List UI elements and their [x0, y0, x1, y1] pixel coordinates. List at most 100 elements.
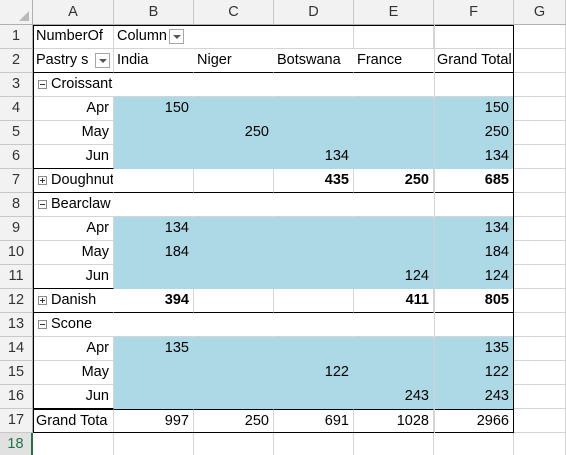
empty-cell[interactable]	[434, 193, 514, 217]
pivot-cell-value[interactable]	[194, 265, 274, 289]
pivot-cell-value[interactable]	[354, 121, 434, 145]
pivot-value-field[interactable]: NumberOf	[33, 25, 114, 49]
empty-cell[interactable]	[434, 25, 514, 49]
row-header-8[interactable]: 8	[0, 193, 33, 217]
row-header-12[interactable]: 12	[0, 289, 33, 313]
empty-cell[interactable]	[194, 433, 274, 455]
pivot-cell-value[interactable]: 134	[114, 217, 194, 241]
pivot-cell-grand-total[interactable]: 134	[434, 217, 514, 241]
pivot-cell-value[interactable]	[194, 145, 274, 169]
column-header-c[interactable]: C	[194, 0, 274, 25]
empty-cell[interactable]	[194, 193, 274, 217]
pivot-cell-value[interactable]: 122	[274, 361, 354, 385]
row-header-10[interactable]: 10	[0, 241, 33, 265]
pivot-cell-value[interactable]	[274, 241, 354, 265]
pivot-cell-value[interactable]: 250	[194, 121, 274, 145]
pivot-subtotal-grand-total[interactable]: 805	[434, 289, 514, 313]
column-header-d[interactable]: D	[274, 0, 354, 25]
pivot-month-label[interactable]: Jun	[33, 145, 114, 169]
empty-cell[interactable]	[514, 121, 566, 145]
pivot-cell-value[interactable]	[274, 121, 354, 145]
pivot-cell-value[interactable]: 124	[354, 265, 434, 289]
pivot-cell-value[interactable]	[354, 97, 434, 121]
empty-cell[interactable]	[514, 313, 566, 337]
pivot-cell-value[interactable]: 243	[354, 385, 434, 409]
row-header-4[interactable]: 4	[0, 97, 33, 121]
pivot-subtotal-value[interactable]	[274, 289, 354, 313]
pivot-cell-value[interactable]	[274, 97, 354, 121]
pivot-cell-value[interactable]: 150	[114, 97, 194, 121]
pivot-cell-value[interactable]	[274, 385, 354, 409]
row-header-7[interactable]: 7	[0, 169, 33, 193]
empty-cell[interactable]	[354, 193, 434, 217]
pivot-cell-value[interactable]	[114, 361, 194, 385]
pivot-group-row[interactable]: Danish	[33, 289, 114, 313]
empty-cell[interactable]	[514, 361, 566, 385]
empty-cell[interactable]	[354, 73, 434, 97]
pivot-cell-value[interactable]: 184	[114, 241, 194, 265]
pivot-cell-value[interactable]	[114, 265, 194, 289]
pivot-subtotal-value[interactable]: 435	[274, 169, 354, 193]
empty-cell[interactable]	[274, 73, 354, 97]
column-header-f[interactable]: F	[434, 0, 514, 25]
pivot-subtotal-value[interactable]	[194, 169, 274, 193]
row-header-5[interactable]: 5	[0, 121, 33, 145]
collapse-icon[interactable]	[38, 79, 47, 89]
collapse-icon[interactable]	[38, 199, 47, 209]
expand-icon[interactable]	[38, 175, 47, 185]
empty-cell[interactable]	[514, 25, 566, 49]
pivot-group-row[interactable]: Croissant	[33, 73, 194, 97]
pivot-cell-value[interactable]	[274, 217, 354, 241]
column-header-e[interactable]: E	[354, 0, 434, 25]
pivot-grand-total-value[interactable]: 1028	[354, 409, 434, 433]
row-header-13[interactable]: 13	[0, 313, 33, 337]
empty-cell[interactable]	[33, 433, 114, 455]
pivot-cell-grand-total[interactable]: 124	[434, 265, 514, 289]
empty-cell[interactable]	[514, 433, 566, 455]
pivot-subtotal-value[interactable]: 411	[354, 289, 434, 313]
pivot-column-header[interactable]: Grand Total	[434, 49, 514, 73]
empty-cell[interactable]	[514, 289, 566, 313]
pivot-cell-value[interactable]	[114, 385, 194, 409]
row-header-1[interactable]: 1	[0, 25, 33, 49]
pivot-grand-total-value[interactable]: 250	[194, 409, 274, 433]
pivot-group-row[interactable]: Scone	[33, 313, 194, 337]
empty-cell[interactable]	[434, 433, 514, 455]
pivot-subtotal-value[interactable]: 250	[354, 169, 434, 193]
pivot-cell-value[interactable]	[114, 145, 194, 169]
pivot-cell-grand-total[interactable]: 150	[434, 97, 514, 121]
empty-cell[interactable]	[514, 193, 566, 217]
pivot-cell-value[interactable]: 134	[274, 145, 354, 169]
pivot-cell-grand-total[interactable]: 250	[434, 121, 514, 145]
expand-icon[interactable]	[38, 295, 47, 305]
row-labels-filter-dropdown-icon[interactable]	[95, 53, 110, 68]
pivot-group-row[interactable]: Doughnut	[33, 169, 114, 193]
pivot-grand-total-label[interactable]: Grand Tota	[33, 409, 114, 433]
pivot-month-label[interactable]: Jun	[33, 385, 114, 409]
column-header-a[interactable]: A	[33, 0, 114, 25]
row-header-9[interactable]: 9	[0, 217, 33, 241]
collapse-icon[interactable]	[38, 319, 47, 329]
pivot-cell-value[interactable]	[274, 265, 354, 289]
select-all-corner[interactable]	[0, 0, 33, 25]
row-header-16[interactable]: 16	[0, 385, 33, 409]
empty-cell[interactable]	[514, 169, 566, 193]
pivot-subtotal-value[interactable]	[194, 289, 274, 313]
empty-cell[interactable]	[514, 385, 566, 409]
pivot-cell-value[interactable]	[194, 385, 274, 409]
pivot-cell-value[interactable]	[274, 337, 354, 361]
column-header-g[interactable]: G	[514, 0, 566, 25]
pivot-cell-value[interactable]	[194, 97, 274, 121]
pivot-subtotal-value[interactable]: 394	[114, 289, 194, 313]
pivot-cell-value[interactable]	[354, 217, 434, 241]
pivot-cell-value[interactable]	[354, 145, 434, 169]
pivot-grand-total-grand-total[interactable]: 2966	[434, 409, 514, 433]
empty-cell[interactable]	[514, 217, 566, 241]
pivot-cell-value[interactable]	[354, 361, 434, 385]
pivot-column-header[interactable]: Botswana	[274, 49, 354, 73]
empty-cell[interactable]	[274, 193, 354, 217]
row-header-18[interactable]: 18	[0, 433, 33, 455]
pivot-cell-grand-total[interactable]: 122	[434, 361, 514, 385]
empty-cell[interactable]	[514, 73, 566, 97]
